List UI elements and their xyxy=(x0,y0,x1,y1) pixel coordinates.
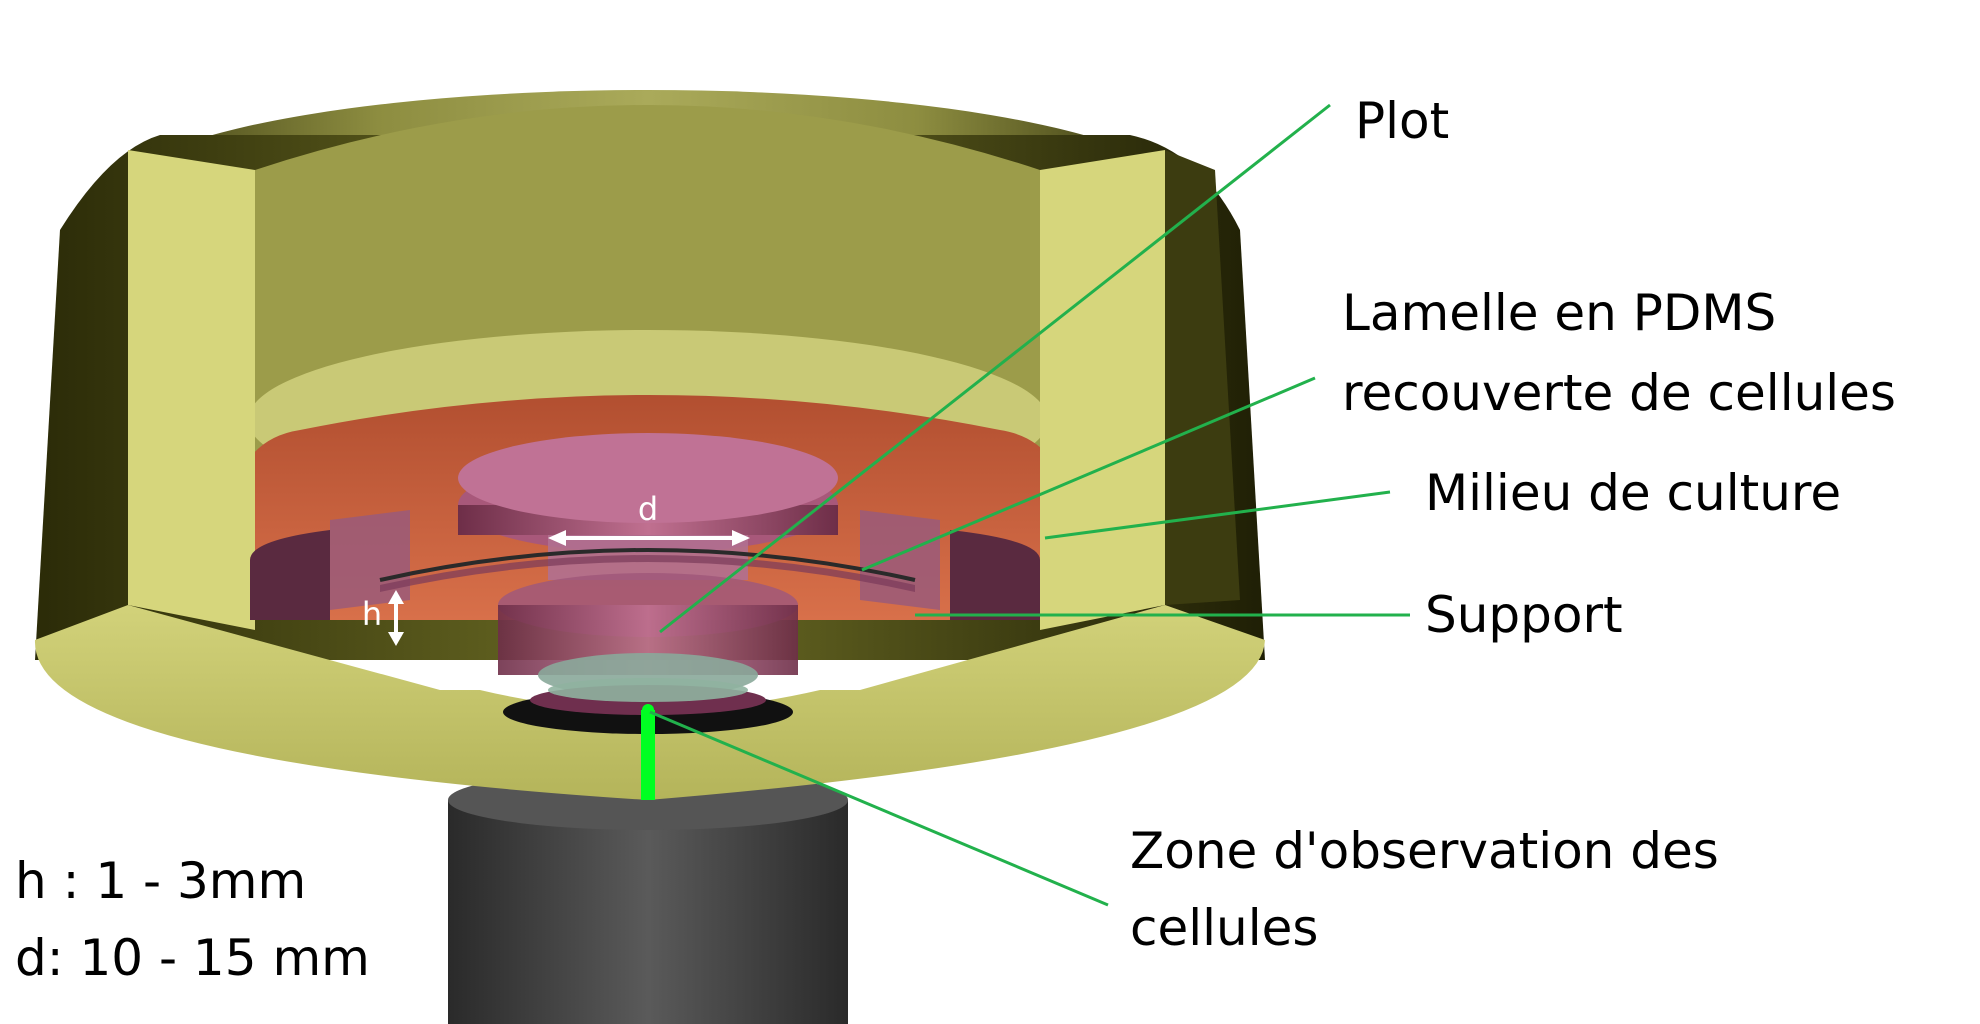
label-support: Support xyxy=(1425,586,1623,644)
plot xyxy=(458,433,838,697)
leader-milieu xyxy=(1044,490,1391,540)
microscope-objective xyxy=(448,770,848,1024)
leader-plot xyxy=(659,103,1331,634)
label-zone-line1: Zone d'observation des xyxy=(1130,822,1719,880)
label-zone-line2: cellules xyxy=(1130,899,1318,957)
label-lamelle-line1: Lamelle en PDMS xyxy=(1342,284,1776,342)
label-milieu: Milieu de culture xyxy=(1425,464,1841,522)
leader-lamelle xyxy=(861,376,1316,572)
pdms-lamella xyxy=(379,548,916,592)
label-plot: Plot xyxy=(1355,92,1449,150)
d-range-text: d: 10 - 15 mm xyxy=(15,929,370,987)
d-marker: d xyxy=(638,490,658,528)
label-lamelle-line2: recouverte de cellules xyxy=(1342,364,1896,422)
leader-lines xyxy=(649,103,1410,907)
h-marker: h xyxy=(362,595,382,633)
h-dimension: h xyxy=(362,590,404,646)
leader-zone xyxy=(649,710,1109,907)
d-dimension: d xyxy=(548,490,750,546)
h-range-text: h : 1 - 3mm xyxy=(15,852,306,910)
laser-beam xyxy=(641,704,655,800)
